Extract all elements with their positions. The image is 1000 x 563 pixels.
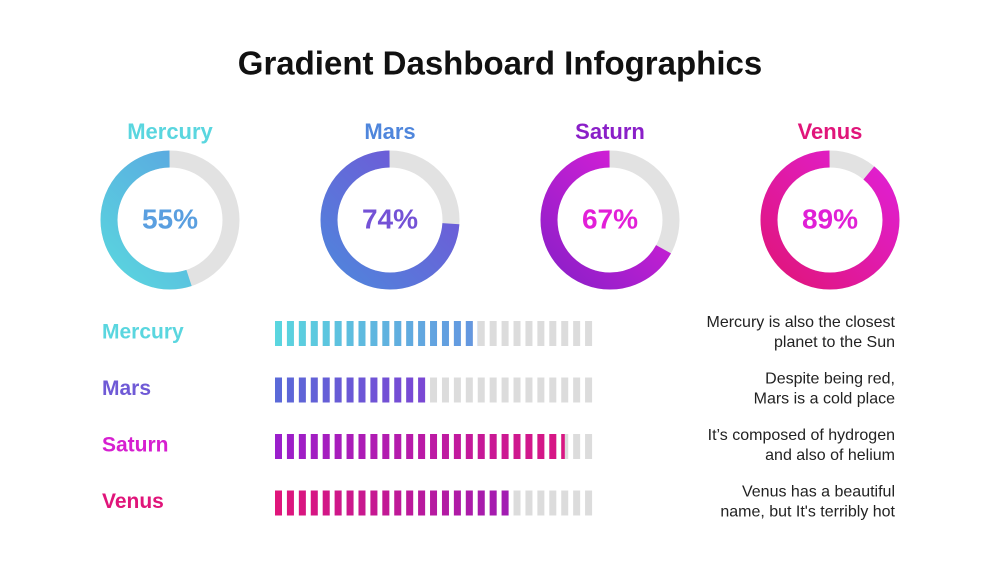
description: Mars is a cold place	[754, 391, 895, 408]
track-segment	[465, 377, 473, 403]
description: name, but It's terribly hot	[720, 504, 895, 521]
bar	[275, 377, 430, 403]
track-segment	[477, 377, 485, 403]
donut-title: Mercury	[127, 119, 213, 144]
bar	[275, 490, 514, 516]
track-segment	[549, 490, 557, 516]
track-segment	[489, 377, 497, 403]
description: Venus has a beautiful	[742, 484, 895, 501]
track-segment	[585, 321, 593, 346]
track-segment	[489, 321, 497, 346]
track-segment	[525, 377, 533, 403]
donut-title: Venus	[798, 119, 863, 144]
track-segment	[585, 490, 593, 516]
track-segment	[537, 321, 545, 346]
track-segment	[561, 490, 569, 516]
donut-title: Mars	[364, 119, 415, 144]
track-segment	[573, 490, 581, 516]
track-segment	[573, 377, 581, 403]
description: and also of helium	[765, 447, 895, 464]
donut-title: Saturn	[575, 119, 645, 144]
donut-value: 55%	[142, 203, 198, 234]
track-segment	[585, 434, 593, 459]
donut-value: 74%	[362, 203, 418, 234]
track-segment	[513, 490, 521, 516]
description: Mercury is also the closest	[706, 314, 895, 331]
track-segment	[537, 490, 545, 516]
track-segment	[537, 377, 545, 403]
slide-title: Gradient Dashboard Infographics	[238, 45, 762, 82]
track-segment	[513, 321, 521, 346]
category-label: Mercury	[102, 321, 184, 344]
track-segment	[525, 490, 533, 516]
track-segment	[501, 377, 509, 403]
track-segment	[477, 321, 485, 346]
donut-arc	[320, 150, 460, 290]
donut-value: 89%	[802, 203, 858, 234]
description: It’s composed of hydrogen	[708, 427, 895, 444]
track-segment	[501, 321, 509, 346]
donut-arc	[540, 150, 680, 290]
donut-arc	[100, 150, 240, 290]
category-label: Mars	[102, 377, 151, 400]
donut-value: 67%	[582, 203, 638, 234]
category-label: Saturn	[102, 434, 169, 457]
track-segment	[525, 321, 533, 346]
track-segment	[513, 377, 521, 403]
track-segment	[573, 434, 581, 459]
track-segment	[561, 377, 569, 403]
description: Despite being red,	[765, 371, 895, 388]
track-segment	[430, 377, 438, 403]
track-segment	[549, 377, 557, 403]
track-segment	[441, 377, 449, 403]
track-segment	[561, 321, 569, 346]
category-label: Venus	[102, 490, 164, 513]
bar	[275, 321, 478, 346]
bar	[275, 434, 565, 459]
track-segment	[585, 377, 593, 403]
description: planet to the Sun	[774, 334, 895, 351]
track-segment	[573, 321, 581, 346]
donut-arc	[760, 150, 900, 290]
track-segment	[453, 377, 461, 403]
track-segment	[549, 321, 557, 346]
